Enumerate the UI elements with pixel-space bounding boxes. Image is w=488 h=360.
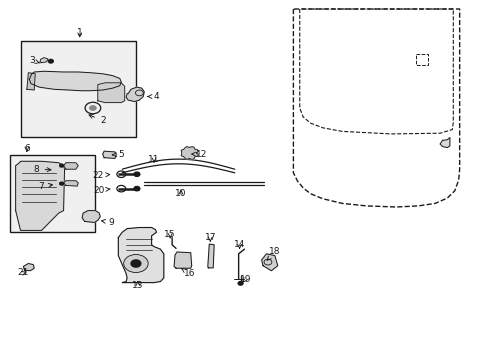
Polygon shape: [29, 71, 121, 91]
Circle shape: [131, 260, 141, 267]
Polygon shape: [23, 264, 34, 271]
Polygon shape: [27, 73, 35, 90]
Polygon shape: [63, 181, 78, 186]
Bar: [21, 41, 136, 137]
Text: 9: 9: [102, 217, 114, 227]
Text: 17: 17: [204, 233, 216, 242]
Circle shape: [60, 164, 63, 167]
Text: 11: 11: [148, 154, 160, 163]
Text: 20: 20: [93, 186, 110, 194]
Text: 3: 3: [29, 56, 40, 65]
Circle shape: [123, 255, 148, 273]
Polygon shape: [174, 252, 191, 268]
Polygon shape: [98, 83, 124, 103]
Text: 12: 12: [191, 150, 207, 158]
Bar: [10, 155, 95, 232]
Polygon shape: [63, 163, 78, 169]
Polygon shape: [261, 254, 277, 271]
Text: 15: 15: [164, 230, 176, 239]
Circle shape: [134, 172, 140, 176]
Polygon shape: [40, 58, 48, 63]
Polygon shape: [439, 138, 449, 148]
Text: 5: 5: [112, 150, 124, 159]
Circle shape: [238, 282, 243, 285]
Polygon shape: [181, 147, 198, 159]
Text: 6: 6: [24, 144, 30, 153]
Text: 10: 10: [175, 189, 186, 198]
Text: 16: 16: [181, 268, 195, 278]
Text: 13: 13: [132, 281, 143, 289]
Polygon shape: [82, 211, 100, 222]
Polygon shape: [118, 228, 163, 283]
Text: 4: 4: [147, 92, 159, 101]
Text: 1: 1: [77, 28, 82, 37]
Polygon shape: [102, 151, 116, 158]
Polygon shape: [126, 87, 144, 102]
Text: 7: 7: [39, 181, 52, 191]
Circle shape: [48, 59, 53, 63]
Circle shape: [134, 186, 140, 191]
Text: 19: 19: [239, 274, 251, 284]
Text: 2: 2: [89, 114, 105, 125]
Text: 14: 14: [233, 240, 245, 249]
Circle shape: [60, 182, 63, 185]
Text: 18: 18: [266, 248, 280, 260]
Text: 21: 21: [18, 269, 29, 277]
Circle shape: [89, 105, 96, 111]
Polygon shape: [16, 161, 64, 230]
Text: 22: 22: [92, 171, 109, 180]
Polygon shape: [207, 244, 214, 268]
Text: 8: 8: [34, 165, 51, 174]
